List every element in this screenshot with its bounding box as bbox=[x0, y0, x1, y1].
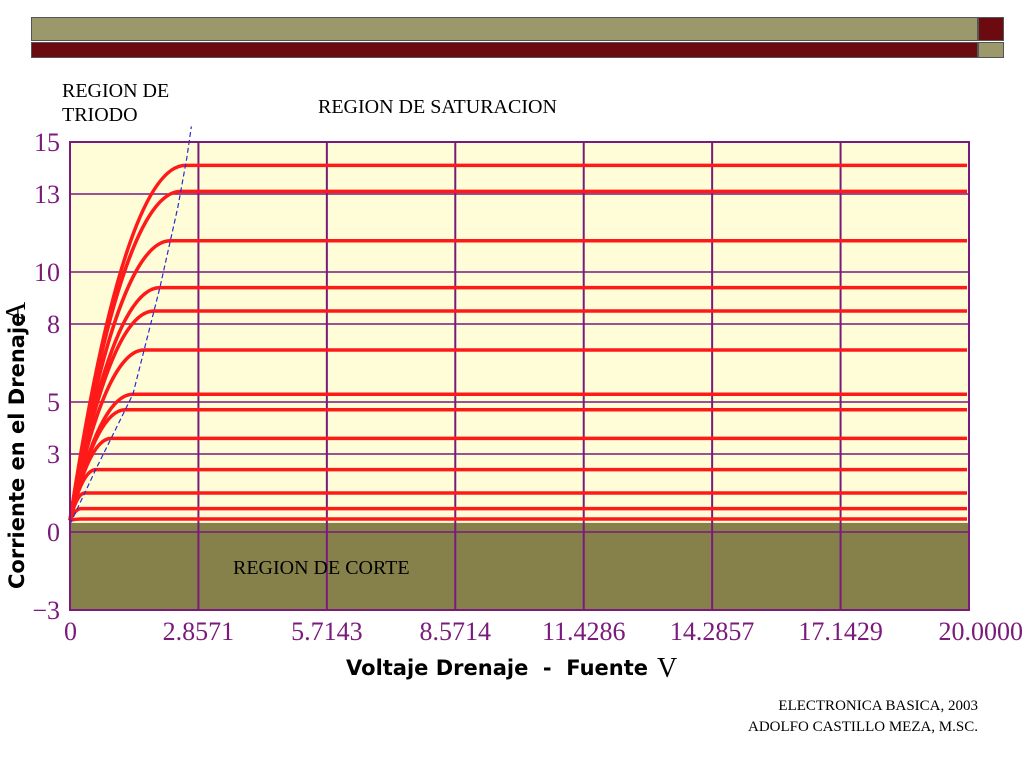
header-square-olive bbox=[978, 42, 1004, 58]
x-tick-label-1: 2.8571 bbox=[163, 617, 235, 646]
y-tick-label-0: −3 bbox=[32, 596, 60, 625]
x-tick-label-3: 8.5714 bbox=[420, 617, 492, 646]
y-axis-unit: A bbox=[1, 301, 32, 322]
x-tick-label-0: 0 bbox=[64, 617, 77, 646]
header-square-maroon bbox=[978, 17, 1004, 41]
header-bar-maroon bbox=[31, 42, 978, 58]
plot-border bbox=[69, 141, 970, 611]
y-tick-label-2: 3 bbox=[47, 440, 60, 469]
triode-label-line1: REGION DE bbox=[62, 80, 170, 102]
y-tick-label-6: 13 bbox=[34, 180, 60, 209]
cutoff-region-label: REGION DE CORTE bbox=[233, 557, 410, 579]
y-tick-label-3: 5 bbox=[47, 388, 60, 417]
saturation-region-label: REGION DE SATURACION bbox=[318, 96, 557, 118]
footer-line1: ELECTRONICA BASICA, 2003 bbox=[778, 698, 978, 714]
x-tick-label-5: 14.2857 bbox=[670, 617, 755, 646]
y-tick-label-5: 10 bbox=[34, 258, 60, 287]
footer-line2: ADOLFO CASTILLO MEZA, M.SC. bbox=[747, 719, 978, 735]
x-axis-unit: V bbox=[657, 653, 677, 684]
y-tick-label-4: 8 bbox=[47, 310, 60, 339]
triode-label-line2: TRIODO bbox=[62, 104, 138, 126]
x-axis-label: Voltaje Drenaje - Fuente bbox=[346, 656, 648, 680]
y-tick-label-7: 15 bbox=[34, 128, 60, 157]
y-tick-label-1: 0 bbox=[47, 518, 60, 547]
x-tick-label-7: 20.0000 bbox=[939, 617, 1024, 646]
characteristic-curve-12 bbox=[68, 163, 967, 521]
header-bar-olive bbox=[31, 17, 978, 41]
y-axis-label: Corriente en el Drenaje bbox=[5, 313, 29, 589]
triode-region-label: REGION DE TRIODO bbox=[62, 79, 169, 127]
x-tick-label-4: 11.4286 bbox=[542, 617, 626, 646]
x-tick-label-6: 17.1429 bbox=[798, 617, 883, 646]
cutoff-region bbox=[70, 522, 969, 610]
triode-saturation-boundary bbox=[69, 126, 192, 525]
x-tick-label-2: 5.7143 bbox=[291, 617, 363, 646]
characteristic-curve-0 bbox=[69, 517, 967, 523]
